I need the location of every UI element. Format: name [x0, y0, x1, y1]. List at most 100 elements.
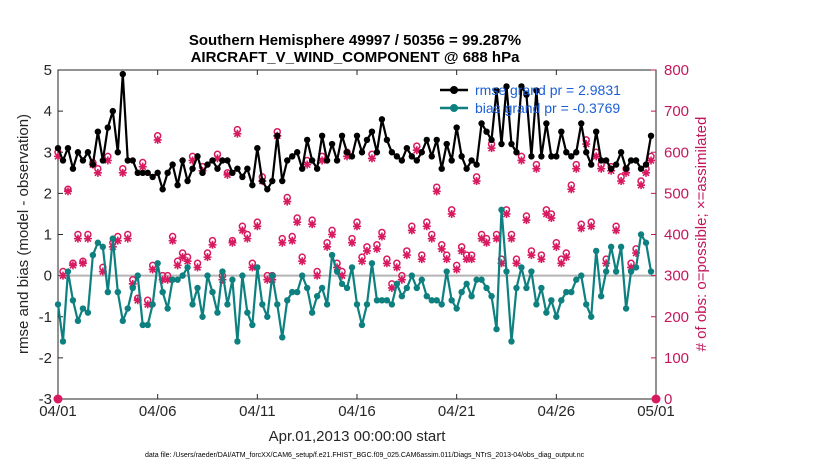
rmse-point — [189, 165, 196, 172]
x-axis-label: Apr.01,2013 00:00:00 start — [269, 428, 447, 445]
bias-point — [333, 268, 341, 275]
bias-point — [583, 301, 590, 308]
y2-tick-label: 400 — [664, 227, 689, 244]
bias-point — [139, 321, 146, 329]
y-axis-label: rmse and bias (model - observation) — [15, 114, 32, 354]
rmse-point — [84, 149, 92, 156]
rmse-point — [508, 140, 515, 148]
rmse-point — [119, 70, 126, 78]
bias-point — [343, 284, 351, 292]
obs-assimilated-point — [592, 152, 601, 161]
rmse-point — [523, 91, 530, 98]
bias-point — [279, 334, 286, 341]
obs-assimilated-point — [467, 255, 476, 264]
rmse-point — [318, 132, 326, 139]
obs-assimilated-point — [58, 271, 67, 280]
legend: rmse grand pr = 2.9831 bias grand pr = -… — [440, 82, 621, 116]
rmse-point — [528, 153, 535, 160]
obs-assimilated-point — [377, 232, 386, 241]
obs-assimilated-point — [143, 300, 152, 309]
bias-point — [647, 268, 655, 275]
x-axis: 04/01 04/06 04/11 04/16 04/21 04/26 05/01 — [39, 70, 675, 420]
y-tick-label: 0 — [44, 268, 52, 285]
rmse-point — [588, 161, 595, 168]
bias-point — [164, 305, 171, 312]
rmse-point — [518, 83, 525, 90]
obs-assimilated-point — [183, 257, 192, 266]
obs-assimilated-point — [248, 263, 257, 272]
obs-assimilated-point — [93, 168, 102, 177]
rmse-point — [333, 157, 341, 164]
obs-assimilated-point — [502, 209, 511, 218]
rmse-point — [533, 87, 540, 94]
chart-title: Southern Hemisphere 49997 / 50356 = 99.2… — [189, 32, 521, 49]
rmse-point — [154, 169, 161, 177]
rmse-point — [378, 116, 386, 123]
bias-point — [463, 280, 470, 288]
rmse-point — [99, 157, 107, 164]
x-tick-label: 04/26 — [538, 403, 576, 420]
bias-point — [597, 292, 605, 300]
rmse-point — [269, 177, 276, 185]
rmse-point — [353, 132, 361, 139]
bias-point — [378, 297, 386, 304]
rmse-point — [338, 132, 346, 139]
y2-tick-label: 700 — [664, 103, 689, 120]
obs-assimilated-point — [263, 275, 272, 284]
obs-assimilated-point — [642, 168, 651, 177]
bias-point — [114, 288, 122, 296]
rmse-point — [423, 136, 430, 144]
bias-point — [323, 301, 331, 308]
rmse-point — [612, 161, 620, 168]
bias-point — [553, 313, 560, 320]
rmse-point — [219, 157, 226, 164]
obs-assimilated-point — [412, 146, 421, 155]
rmse-point — [298, 165, 306, 172]
rmse-point — [503, 83, 510, 90]
bias-point — [64, 268, 72, 275]
rmse-point — [144, 169, 151, 177]
bias-point — [244, 309, 251, 316]
rmse-point — [413, 157, 420, 164]
bias-point — [109, 235, 117, 242]
bias-point — [234, 338, 241, 345]
bias-point — [84, 309, 92, 316]
rmse-point — [478, 120, 485, 127]
legend-bias-label: bias grand pr = -0.3769 — [475, 100, 620, 116]
rmse-point — [69, 165, 77, 172]
obs-assimilated-point — [577, 224, 586, 233]
rmse-point — [538, 153, 545, 160]
rmse-point — [468, 157, 475, 164]
obs-assimilated-point — [522, 216, 531, 225]
rmse-point — [89, 161, 97, 168]
rmse-point — [129, 157, 136, 164]
obs-assimilated-point — [397, 275, 406, 284]
obs-assimilated-point — [313, 271, 322, 280]
obs-assimilated-point — [442, 255, 451, 264]
rmse-point — [199, 169, 206, 177]
obs-assimilated-series — [53, 129, 661, 404]
bias-point — [259, 301, 266, 308]
bias-point — [423, 292, 430, 300]
obs-assimilated-point — [68, 261, 77, 270]
bias-point — [69, 297, 77, 304]
rmse-point — [64, 144, 72, 152]
bias-point — [289, 288, 296, 296]
obs-assimilated-point — [343, 152, 352, 161]
obs-assimilated-point — [612, 226, 621, 235]
obs-assimilated-point — [567, 185, 576, 194]
bias-point — [543, 309, 550, 316]
bias-point — [274, 301, 281, 308]
obs-assimilated-point — [193, 263, 202, 272]
bias-point — [229, 276, 236, 283]
y2-tick-label: 500 — [664, 185, 689, 202]
obs-assimilated-point — [78, 259, 87, 268]
rmse-point — [443, 140, 450, 148]
bias-point — [363, 301, 371, 308]
bias-point — [224, 301, 231, 308]
obs-assimilated-point — [382, 259, 391, 268]
obs-assimilated-point — [637, 181, 646, 190]
bias-point — [518, 264, 525, 271]
rmse-point — [622, 165, 630, 172]
obs-assimilated-point — [462, 255, 471, 264]
